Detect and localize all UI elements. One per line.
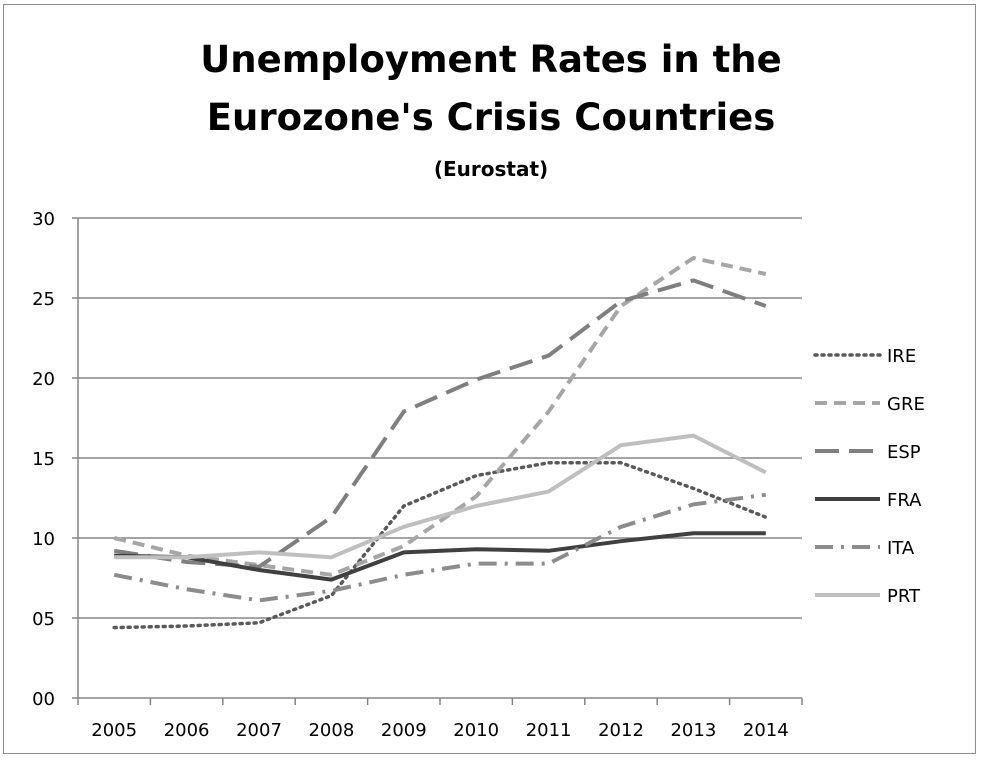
legend-label-ita: ITA <box>887 538 915 559</box>
legend-label-gre: GRE <box>887 394 925 415</box>
chart-title-line-2: Eurozone's Crisis Countries <box>206 96 776 139</box>
legend-label-prt: PRT <box>887 586 921 607</box>
chart-title-line-1: Unemployment Rates in the <box>200 38 782 81</box>
x-tick-label: 2009 <box>381 720 427 741</box>
series-line-prt <box>114 433 767 560</box>
series-line-ita <box>113 492 767 603</box>
y-tick-label: 25 <box>32 289 55 310</box>
series-line-fra <box>114 531 766 582</box>
x-tick-label: 2011 <box>526 720 572 741</box>
x-tick-label: 2013 <box>670 720 716 741</box>
series-line-gre <box>113 256 767 577</box>
y-tick-label: 10 <box>32 529 55 550</box>
y-tick-label: 30 <box>32 209 55 230</box>
chart-frame <box>3 4 976 754</box>
legend-label-esp: ESP <box>887 442 921 463</box>
x-tick-label: 2014 <box>743 720 789 741</box>
x-tick-label: 2010 <box>453 720 499 741</box>
x-tick-label: 2012 <box>598 720 644 741</box>
legend-label-fra: FRA <box>887 490 922 511</box>
x-tick-label: 2007 <box>236 720 282 741</box>
legend-label-ire: IRE <box>887 346 916 367</box>
chart-subtitle: (Eurostat) <box>433 157 549 181</box>
y-tick-label: 00 <box>32 689 55 710</box>
y-tick-label: 15 <box>32 449 55 470</box>
x-tick-label: 2005 <box>91 720 137 741</box>
x-tick-label: 2008 <box>308 720 354 741</box>
y-tick-label: 20 <box>32 369 55 390</box>
series-line-ire <box>112 461 768 630</box>
y-tick-label: 05 <box>32 609 55 630</box>
series-line-esp <box>113 278 767 569</box>
x-tick-label: 2006 <box>164 720 210 741</box>
